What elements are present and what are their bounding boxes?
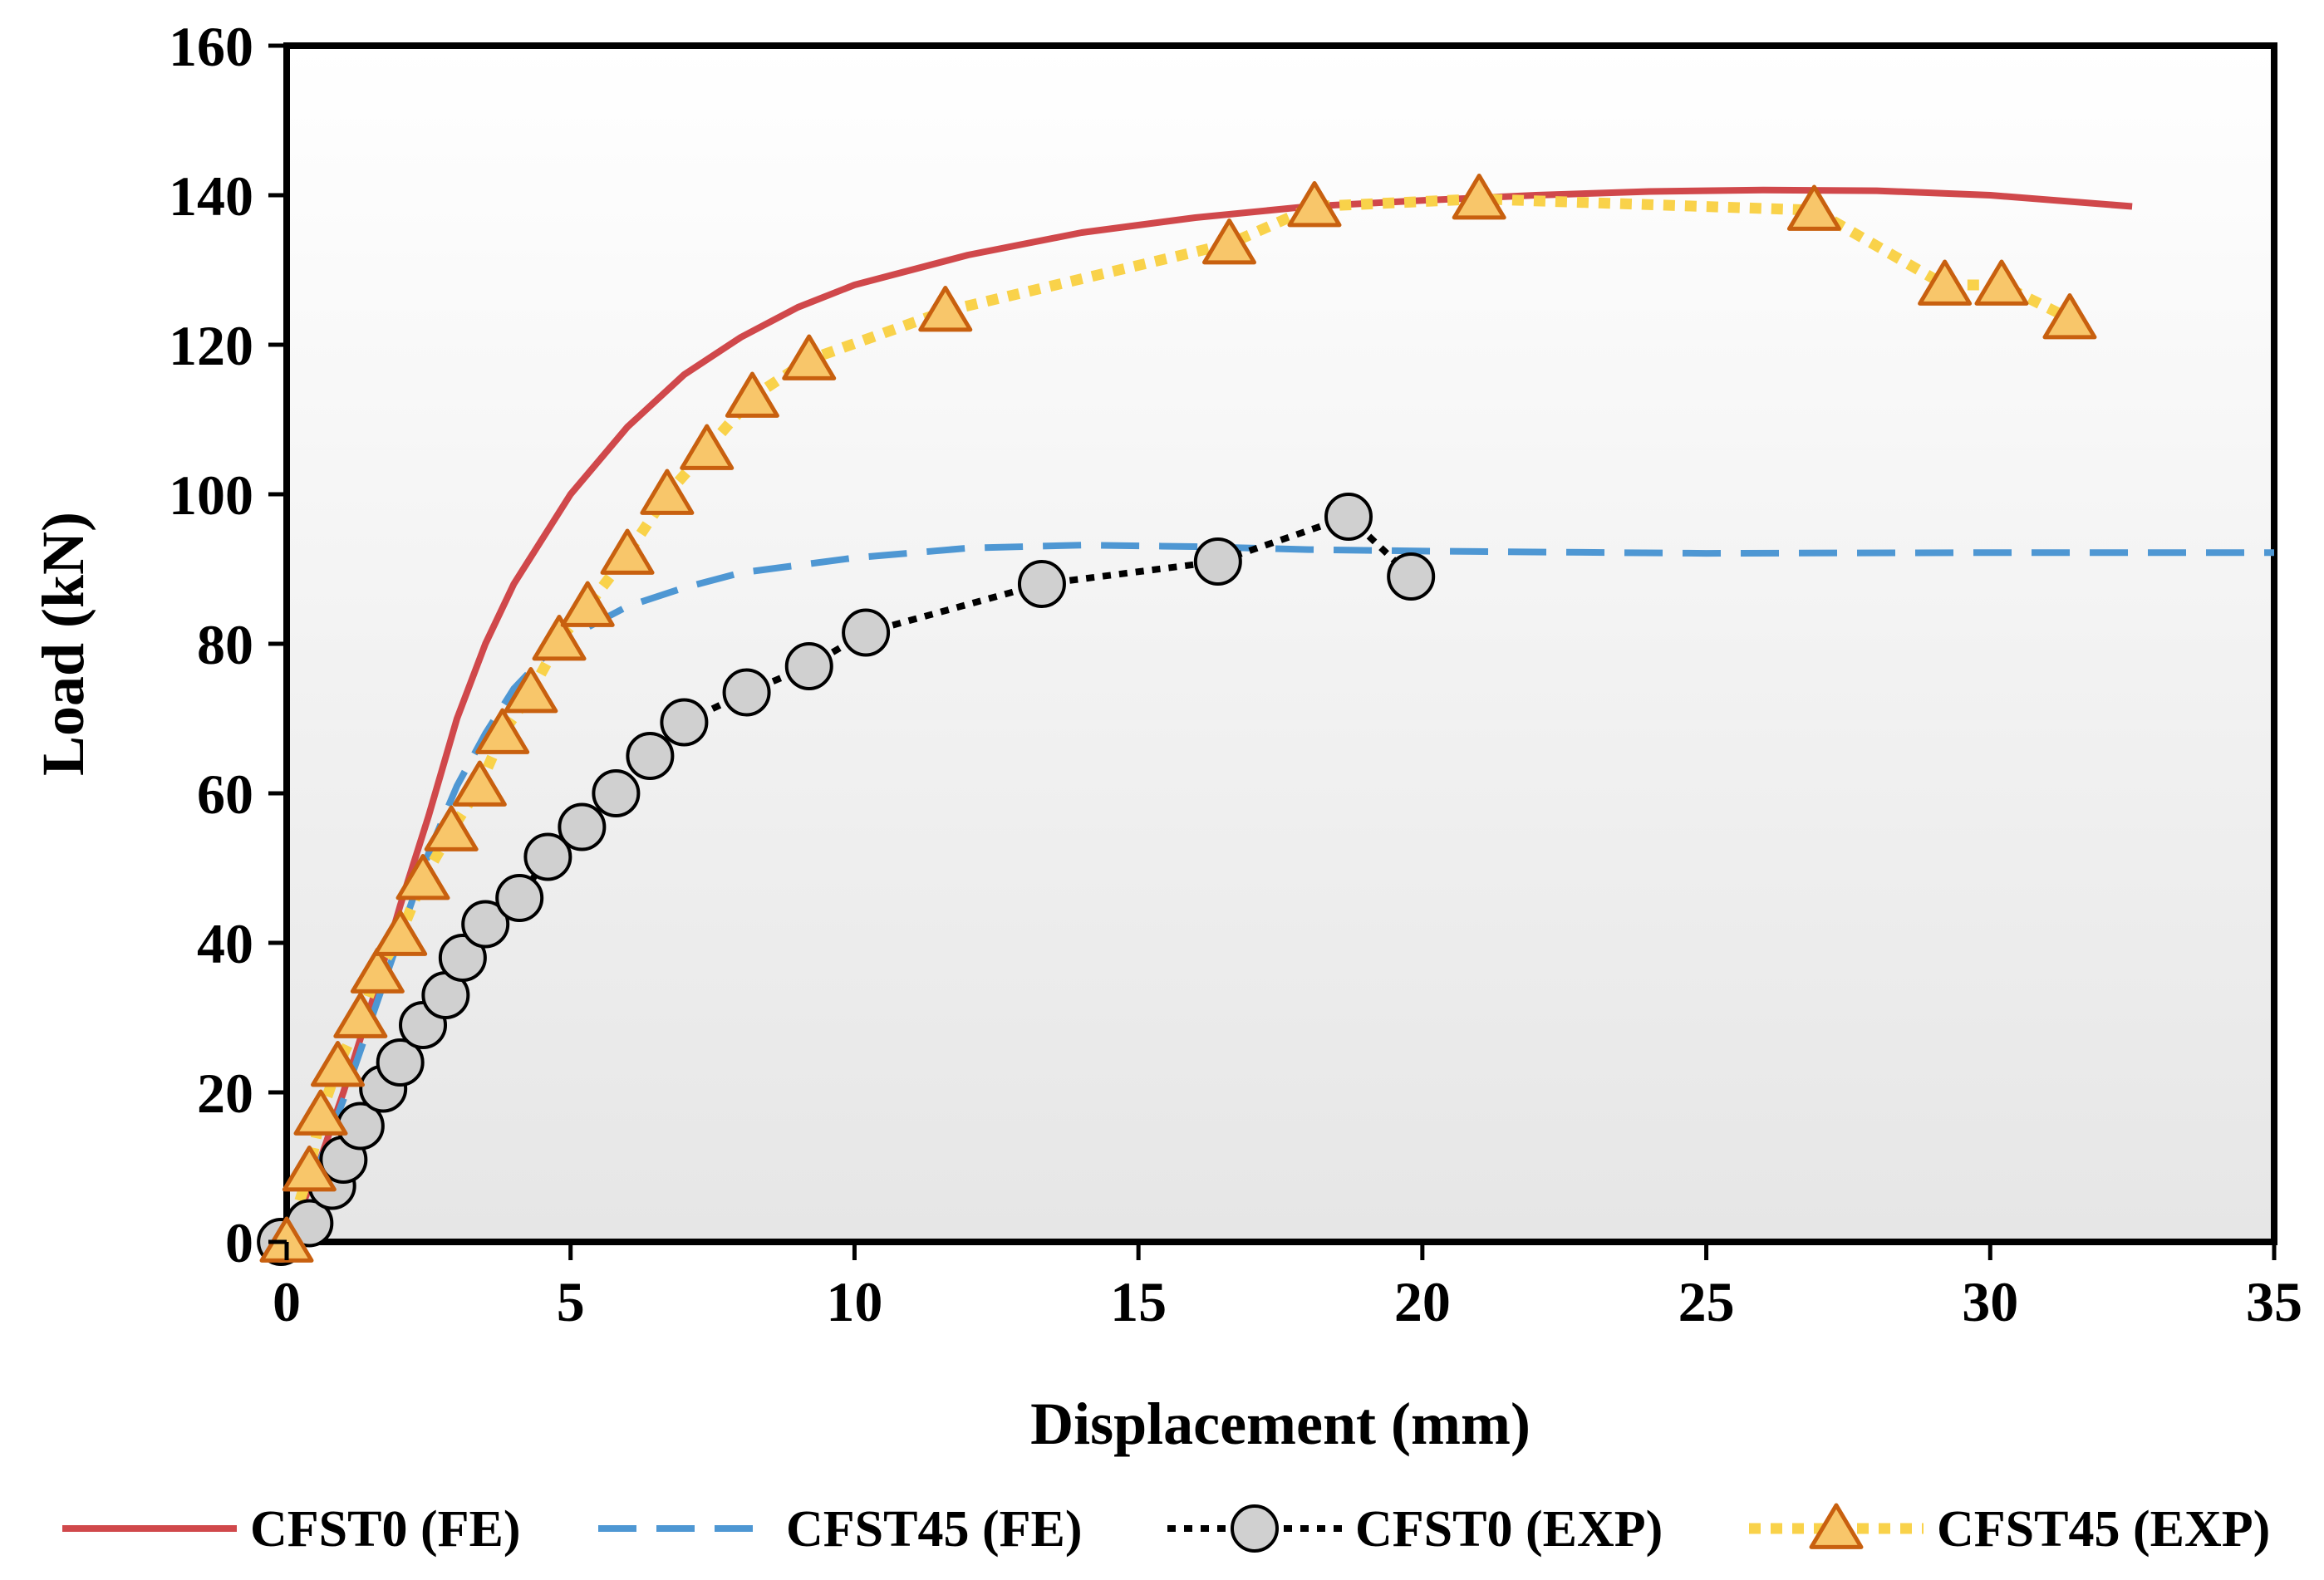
data-point-cfst45-exp <box>918 286 973 332</box>
data-point-cfst45-exp <box>782 334 837 380</box>
x-tick-label: 5 <box>557 1270 585 1333</box>
data-point-cfst45-exp <box>452 760 507 807</box>
data-point-cfst45-exp <box>1918 259 1973 306</box>
data-point-cfst0-exp <box>376 1038 425 1087</box>
data-point-cfst0-exp <box>495 874 544 922</box>
data-point-cfst45-exp <box>424 805 479 851</box>
legend: CFST0 (FE) CFST45 (FE) CFST0 (EXP) CFST45 (… <box>62 1501 2270 1558</box>
data-point-cfst45-exp <box>1974 259 2029 306</box>
y-tick-label: 40 <box>197 912 253 975</box>
data-point-cfst0-exp <box>842 608 891 657</box>
data-point-cfst45-exp <box>350 947 405 994</box>
data-point-cfst45-exp <box>532 615 587 661</box>
data-point-cfst0-exp <box>558 802 607 851</box>
legend-marker-cfst0-exp <box>1231 1504 1279 1553</box>
legend-label-cfst45-exp: CFST45 (EXP) <box>1937 1501 2270 1558</box>
y-tick-label: 140 <box>169 164 253 228</box>
y-tick-label: 0 <box>225 1211 253 1274</box>
data-point-cfst45-exp <box>293 1089 348 1136</box>
data-point-cfst45-exp <box>1287 181 1342 228</box>
data-point-cfst45-exp <box>282 1146 337 1192</box>
y-tick-label: 160 <box>169 15 253 78</box>
data-point-cfst45-exp <box>373 910 428 956</box>
x-tick-label: 10 <box>826 1270 882 1333</box>
data-point-cfst0-exp <box>1324 493 1373 541</box>
plot-area <box>283 42 2277 1245</box>
y-tick-label: 80 <box>197 613 253 676</box>
series-line-cfst45-fe <box>283 542 2274 1244</box>
y-tick-label: 120 <box>169 314 253 377</box>
data-point-cfst0-exp <box>722 668 771 717</box>
data-point-cfst45-exp <box>396 854 450 900</box>
y-tick-label: 20 <box>197 1062 253 1125</box>
legend-label-cfst0-fe: CFST0 (FE) <box>250 1501 521 1558</box>
data-point-cfst0-exp <box>1017 560 1066 608</box>
data-point-cfst45-exp <box>1452 174 1506 220</box>
y-tick-label: 100 <box>169 464 253 527</box>
data-point-cfst45-exp <box>504 667 558 714</box>
data-point-cfst0-exp <box>626 732 675 780</box>
data-point-cfst45-exp <box>1786 184 1841 231</box>
data-point-cfst45-exp <box>640 469 695 515</box>
data-point-cfst0-exp <box>660 698 709 747</box>
data-point-cfst45-exp <box>1201 218 1256 265</box>
data-point-cfst45-exp <box>680 424 735 470</box>
y-tick-label: 60 <box>197 763 253 826</box>
data-point-cfst0-exp <box>1387 552 1436 601</box>
data-point-cfst45-exp <box>333 992 388 1038</box>
legend-label-cfst45-fe: CFST45 (FE) <box>786 1501 1083 1558</box>
x-tick-label: 15 <box>1110 1270 1167 1333</box>
data-point-cfst0-exp <box>523 832 572 881</box>
data-point-cfst45-exp <box>259 1216 314 1263</box>
x-tick-label: 35 <box>2246 1270 2302 1333</box>
legend-marker-cfst45-exp <box>1809 1503 1864 1549</box>
x-tick-label: 30 <box>1962 1270 2018 1333</box>
data-point-cfst45-exp <box>311 1041 366 1087</box>
data-point-cfst45-exp <box>560 581 615 627</box>
data-point-cfst45-exp <box>475 708 530 754</box>
axis-ticks: 0 5 10 15 20 25 30 35 0 20 40 60 80 100 120 140 160 <box>169 15 2302 1333</box>
data-point-cfst45-exp <box>2042 293 2097 340</box>
x-tick-label: 20 <box>1394 1270 1451 1333</box>
data-point-cfst0-exp <box>784 642 833 690</box>
y-axis-title: Load (kN) <box>30 512 96 776</box>
data-point-cfst0-exp <box>592 769 641 817</box>
data-point-cfst45-exp <box>600 528 655 575</box>
data-point-cfst45-exp <box>725 371 779 418</box>
x-axis-title: Displacement (mm) <box>1030 1391 1530 1457</box>
marker-layer <box>257 174 2097 1266</box>
data-point-cfst0-exp <box>1193 537 1242 586</box>
data-point-cfst0-exp <box>438 934 487 982</box>
data-point-cfst0-exp <box>461 900 510 949</box>
x-tick-label: 25 <box>1678 1270 1735 1333</box>
x-tick-label: 0 <box>273 1270 301 1333</box>
legend-label-cfst0-exp: CFST0 (EXP) <box>1355 1501 1663 1558</box>
